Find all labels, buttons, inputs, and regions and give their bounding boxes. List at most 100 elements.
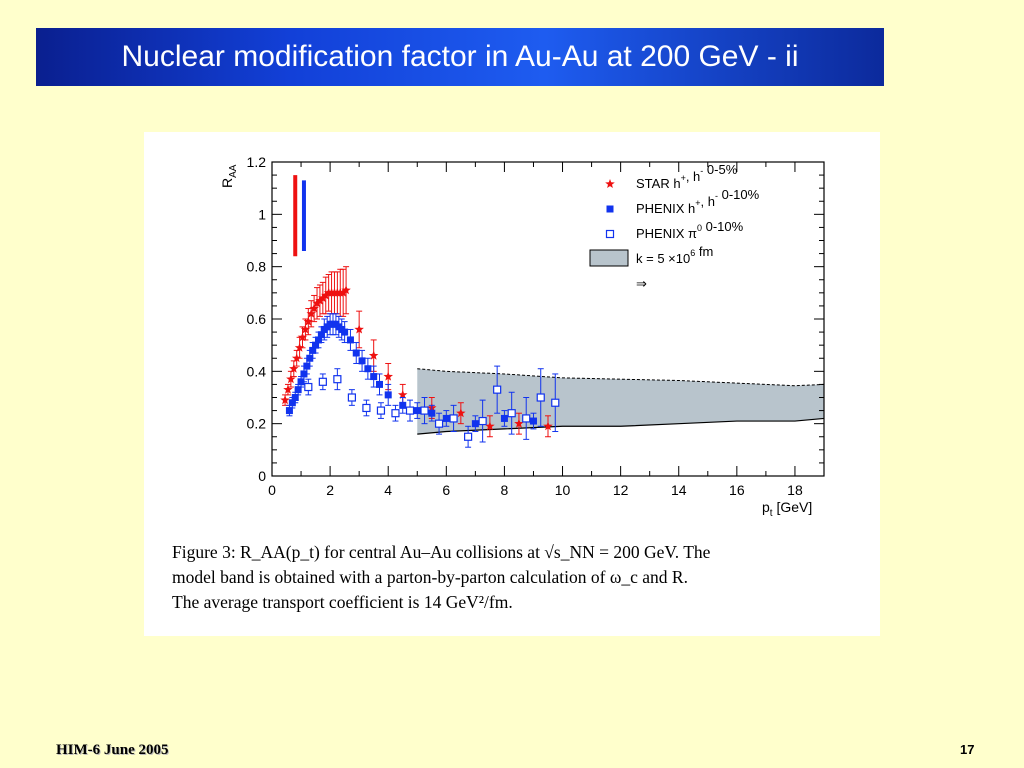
data-point-phenix-pi0 — [376, 406, 386, 415]
data-point-star — [289, 363, 299, 373]
data-point-phenix-h — [309, 346, 317, 354]
data-point-phenix-pi0 — [434, 419, 444, 428]
slide-title: Nuclear modification factor in Au-Au at … — [36, 28, 884, 86]
legend-entry-text: k = 5 ×106 fm — [636, 244, 713, 266]
raa-chart: 0 2 4 6 8 10 12 14 16 18 0 0.2 0.4 0.6 0.8 1 1.2 pt [GeV]… — [219, 154, 825, 519]
x-tick-label: 10 — [555, 482, 571, 498]
data-point-phenix-h — [285, 407, 293, 415]
data-point-star — [321, 290, 331, 300]
y-axis-label: RAA — [219, 164, 239, 188]
data-point-phenix-h — [370, 373, 378, 381]
data-point-phenix-h — [375, 380, 383, 388]
data-point-phenix-pi0 — [493, 385, 502, 394]
data-point-star — [318, 293, 328, 303]
legend-star-symbol — [605, 179, 615, 188]
y-tick-label: 0 — [258, 468, 266, 484]
data-point-phenix-pi0 — [536, 393, 545, 402]
data-point-phenix-h — [413, 407, 421, 415]
data-point-phenix-pi0 — [522, 414, 531, 423]
data-point-star — [297, 332, 308, 342]
data-point-phenix-pi0 — [420, 406, 429, 415]
data-point-star — [309, 303, 319, 313]
data-point-star — [303, 316, 314, 326]
x-tick-label: 16 — [729, 482, 745, 498]
data-point-phenix-h — [291, 394, 299, 401]
data-point-star — [280, 395, 290, 405]
data-point-phenix-h — [500, 414, 508, 422]
data-point-phenix-h — [312, 341, 320, 349]
data-point-star — [315, 295, 325, 305]
x-tick-label: 8 — [501, 482, 509, 498]
data-point-phenix-h — [529, 417, 537, 425]
data-point-star — [300, 324, 311, 334]
x-tick-label: 2 — [326, 482, 334, 498]
legend-filled-square-symbol — [606, 205, 614, 213]
legend-entry-text: ⇒ = 14.1 GeV2/fm — [636, 276, 647, 291]
legend-entry-text: PHENIX h+, h- 0-10% — [636, 187, 760, 216]
data-point-phenix-pi0 — [362, 403, 371, 413]
data-point-phenix-h — [428, 409, 436, 417]
x-tick-label: 0 — [268, 482, 276, 498]
data-point-phenix-pi0 — [304, 382, 313, 392]
x-tick-label: 6 — [442, 482, 450, 498]
footer-event-label: HIM-6 June 2005 — [56, 742, 169, 758]
x-tick-label: 12 — [613, 482, 629, 498]
data-point-star — [338, 287, 348, 297]
y-tick-label: 0.4 — [247, 363, 267, 379]
data-point-star — [368, 350, 379, 360]
x-tick-label: 18 — [787, 482, 803, 498]
y-tick-label: 1 — [258, 206, 266, 222]
data-point-star — [312, 298, 322, 308]
data-point-star — [485, 421, 495, 431]
page-number: 17 — [960, 742, 975, 757]
y-tick-label: 0.2 — [247, 416, 267, 432]
figure-panel: 0 2 4 6 8 10 12 14 16 18 0 0.2 0.4 0.6 0.8 1 1.2 pt [GeV]… — [144, 132, 880, 636]
x-tick-label: 14 — [671, 482, 687, 498]
band-lower-edge — [417, 417, 825, 435]
figure-caption: Figure 3: R_AA(p_t) for central Au–Au co… — [172, 540, 872, 615]
data-point-phenix-pi0 — [551, 398, 560, 407]
data-point-star — [543, 421, 553, 431]
data-point-phenix-pi0 — [318, 377, 327, 386]
data-point-phenix-h — [352, 349, 360, 357]
legend-band-symbol — [589, 249, 629, 267]
y-tick-label: 1.2 — [247, 154, 267, 170]
data-point-phenix-pi0 — [464, 432, 473, 441]
data-point-phenix-pi0 — [478, 416, 487, 426]
data-point-phenix-h — [341, 328, 349, 336]
data-point-phenix-h — [399, 401, 407, 409]
data-point-phenix-h — [364, 365, 372, 373]
data-point-phenix-pi0 — [405, 406, 415, 415]
data-point-star — [283, 384, 293, 394]
data-point-phenix-pi0 — [449, 414, 458, 423]
x-tick-label: 4 — [384, 482, 392, 498]
data-point-star — [306, 308, 316, 318]
data-point-phenix-pi0 — [391, 409, 400, 418]
legend-open-square-symbol — [605, 229, 615, 239]
data-point-phenix-pi0 — [333, 375, 342, 384]
data-point-star — [456, 408, 466, 418]
data-point-star — [354, 324, 364, 334]
data-point-phenix-pi0 — [347, 393, 356, 402]
data-point-star — [341, 285, 351, 295]
y-tick-label: 0.8 — [247, 259, 267, 275]
legend-entry-text: PHENIX π0 0-10% — [636, 219, 744, 241]
data-point-phenix-h — [471, 420, 479, 428]
data-point-phenix-h — [442, 414, 450, 422]
data-point-star — [383, 371, 393, 381]
data-point-phenix-pi0 — [507, 409, 516, 418]
caption-line-1: Figure 3: R_AA(p_t) for central Au–Au co… — [172, 542, 711, 562]
y-tick-label: 0.6 — [247, 311, 267, 327]
data-point-phenix-h — [317, 331, 325, 339]
data-point-phenix-h — [314, 336, 322, 344]
data-point-phenix-h — [346, 336, 354, 344]
data-point-star — [398, 389, 408, 399]
caption-line-2: model band is obtained with a parton-by-… — [172, 567, 688, 587]
data-point-star — [286, 374, 296, 384]
data-point-phenix-h — [384, 391, 392, 399]
data-point-phenix-h — [294, 386, 302, 394]
x-axis-label: pt [GeV] — [762, 499, 812, 519]
data-point-star — [514, 418, 524, 428]
data-point-phenix-h — [358, 357, 366, 365]
caption-line-3: The average transport coefficient is 14 … — [172, 592, 513, 612]
